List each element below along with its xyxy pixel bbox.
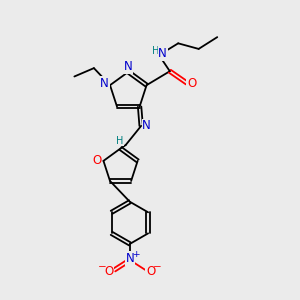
Text: H: H [116, 136, 124, 146]
Text: −: − [98, 262, 107, 272]
Text: N: N [158, 47, 167, 60]
Text: N: N [125, 252, 134, 265]
Text: O: O [92, 154, 101, 167]
Text: O: O [146, 265, 155, 278]
Text: −: − [153, 262, 161, 272]
Text: +: + [132, 250, 139, 259]
Text: N: N [100, 77, 109, 90]
Text: O: O [187, 76, 196, 89]
Text: O: O [104, 265, 114, 278]
Text: N: N [142, 119, 151, 132]
Text: H: H [152, 46, 159, 56]
Text: N: N [124, 60, 133, 73]
